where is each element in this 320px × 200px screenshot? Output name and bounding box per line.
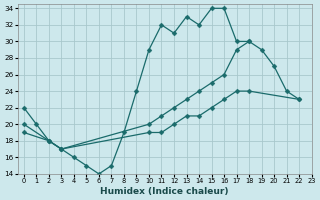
X-axis label: Humidex (Indice chaleur): Humidex (Indice chaleur) [100,187,229,196]
